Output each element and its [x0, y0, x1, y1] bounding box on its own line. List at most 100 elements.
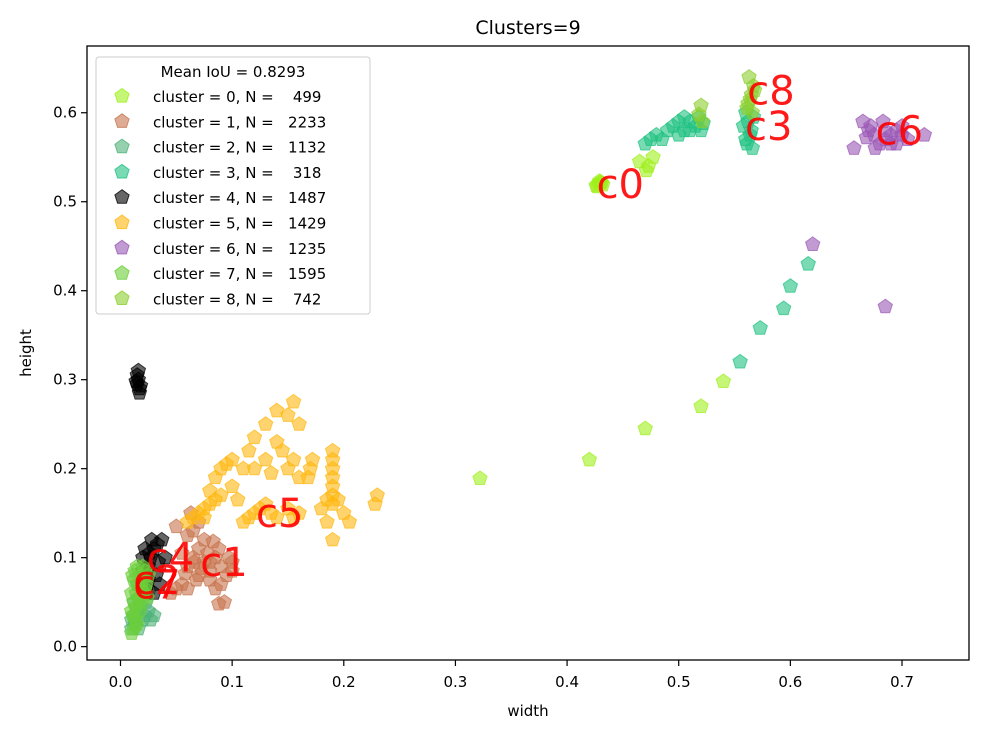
data-point: [224, 478, 240, 493]
legend-marker: [114, 239, 130, 255]
data-point: [367, 496, 383, 511]
x-tick-label: 0.2: [332, 673, 356, 691]
data-point: [246, 429, 263, 445]
data-point: [269, 509, 285, 525]
data-point: [202, 482, 218, 498]
data-point: [782, 278, 799, 293]
centroid-label: c1: [200, 540, 247, 586]
y-tick-label: 0.5: [53, 193, 77, 211]
data-point: [888, 135, 905, 151]
data-point: [894, 117, 910, 133]
x-tick-label: 0.4: [555, 673, 579, 691]
y-tick-label: 0.3: [53, 371, 77, 389]
data-point: [472, 470, 488, 485]
x-tick-label: 0.1: [220, 673, 244, 691]
legend-entry-label: cluster = 0, N = 499: [153, 88, 321, 106]
data-point: [241, 509, 257, 525]
data-point: [637, 135, 653, 151]
data-point: [130, 362, 147, 378]
x-tick-label: 0.7: [890, 673, 914, 691]
data-point: [715, 373, 732, 388]
legend-entry-label: cluster = 2, N = 1132: [153, 139, 326, 157]
data-point: [846, 140, 862, 155]
plot-area: c0 c1 c2 c3 c4 c5 c6 c7 c8: [123, 68, 933, 640]
data-point: [257, 416, 274, 431]
data-point: [186, 553, 202, 569]
data-point: [752, 319, 768, 335]
legend-marker: [114, 214, 130, 230]
y-tick-label: 0.0: [53, 638, 77, 656]
series-cluster-6: [805, 113, 933, 314]
data-point: [638, 162, 655, 178]
data-point: [257, 451, 274, 467]
x-tick-label: 0.3: [444, 673, 468, 691]
data-point: [146, 607, 162, 623]
data-point: [682, 122, 698, 138]
data-point: [285, 393, 302, 409]
chart-title: Clusters=9: [475, 17, 580, 39]
centroid-label: c4: [147, 536, 194, 582]
data-point: [693, 398, 709, 413]
data-point: [230, 491, 246, 507]
data-point: [739, 100, 755, 115]
data-point: [330, 491, 346, 507]
data-point: [221, 549, 237, 565]
series-cluster-8: [691, 68, 763, 129]
data-point: [637, 420, 653, 436]
legend-entry-label: cluster = 4, N = 1487: [153, 189, 326, 207]
legend-entry-label: cluster = 5, N = 1429: [153, 215, 326, 233]
data-point: [324, 531, 341, 547]
data-point: [589, 178, 605, 194]
x-axis-label: width: [507, 702, 548, 720]
data-point: [916, 126, 933, 142]
data-point: [775, 300, 792, 316]
centroid-label: c8: [747, 68, 794, 114]
data-point: [126, 620, 142, 636]
data-point: [300, 469, 316, 485]
legend-marker: [114, 290, 130, 305]
data-point: [285, 451, 302, 467]
data-point: [177, 565, 193, 581]
data-point: [246, 460, 263, 476]
data-point: [174, 545, 190, 560]
data-point: [319, 513, 335, 529]
centroid-label: c2: [133, 558, 180, 604]
data-point: [213, 576, 229, 591]
data-point: [877, 298, 893, 314]
y-tick-label: 0.2: [53, 460, 77, 478]
legend-marker: [114, 189, 130, 204]
data-point: [341, 513, 358, 529]
data-point: [645, 149, 661, 164]
data-point: [746, 82, 763, 98]
y-axis: 0.0 0.1 0.2 0.3 0.4 0.5 0.6: [53, 104, 87, 656]
legend: Mean IoU = 0.8293 cluster = 0, N = 499 cl…: [95, 56, 371, 315]
legend-box: [95, 56, 371, 315]
y-tick-label: 0.6: [53, 104, 77, 122]
data-point: [211, 595, 227, 611]
data-point: [185, 509, 201, 525]
data-point: [694, 113, 710, 129]
data-point: [291, 505, 307, 520]
legend-entry-label: cluster = 3, N = 318: [153, 164, 321, 182]
data-point: [280, 407, 296, 422]
legend-title: Mean IoU = 0.8293: [161, 63, 306, 81]
y-tick-label: 0.4: [53, 282, 77, 300]
data-point: [140, 567, 157, 582]
legend-entry-label: cluster = 7, N = 1595: [153, 265, 326, 283]
legend-entry-label: cluster = 6, N = 1235: [153, 240, 326, 258]
data-point: [858, 129, 874, 145]
axes-frame: [86, 45, 970, 661]
data-point: [800, 255, 816, 271]
data-point: [899, 131, 916, 146]
data-point: [241, 442, 257, 458]
series-cluster-5: [179, 393, 385, 547]
legend-marker: [114, 87, 130, 103]
legend-marker: [114, 113, 130, 128]
x-axis: 0.0 0.1 0.2 0.3 0.4 0.5 0.6 0.7: [109, 660, 914, 691]
data-point: [199, 545, 216, 560]
series-cluster-7: [123, 558, 157, 640]
x-tick-label: 0.5: [667, 673, 691, 691]
centroid-label: c3: [745, 104, 792, 150]
legend-entry-label: cluster = 8, N = 742: [153, 290, 321, 308]
